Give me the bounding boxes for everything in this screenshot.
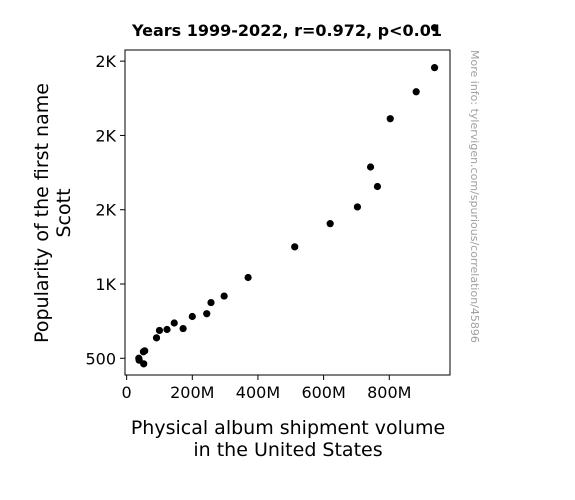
data-point <box>430 24 439 32</box>
data-point <box>188 312 196 321</box>
x-tick-label: 200M <box>170 383 214 402</box>
data-point <box>366 163 375 171</box>
data-point <box>353 203 362 211</box>
data-point <box>155 326 164 335</box>
watermark: More info: tylervigen.com/spurious/corre… <box>468 50 481 343</box>
y-tick-label: 1K <box>95 275 116 294</box>
data-point <box>373 182 382 191</box>
x-tick-label: 0 <box>122 383 132 402</box>
y-axis-label-line-2: Scott <box>53 188 75 237</box>
data-point <box>207 298 215 307</box>
y-tick-label: 2K <box>95 52 116 71</box>
data-point <box>179 324 187 333</box>
data-point <box>244 273 252 282</box>
data-point <box>326 220 334 228</box>
plot-frame <box>124 49 451 376</box>
data-point <box>412 88 420 96</box>
y-tick-label: 500 <box>85 349 116 368</box>
x-axis-label-line-1: Physical album shipment volume <box>131 417 445 439</box>
x-tick-label: 400M <box>236 383 280 402</box>
data-point <box>291 243 299 251</box>
x-tick-label: 800M <box>367 383 411 402</box>
chart-title: Years 1999-2022, r=0.972, p<0.01 <box>131 21 442 40</box>
x-axis: 0 200M 400M 600M 800M <box>122 375 411 402</box>
y-tick-label: 2K <box>95 201 116 220</box>
data-point <box>140 360 148 368</box>
x-tick-label: 600M <box>301 383 345 402</box>
y-axis-label-line-1: Popularity of the first name <box>31 83 53 343</box>
data-point <box>386 115 394 123</box>
data-point <box>220 292 228 300</box>
data-point <box>163 325 171 334</box>
data-points <box>135 24 439 368</box>
y-axis: 500 1K 2K 2K 2K <box>85 52 125 368</box>
data-point <box>152 334 161 342</box>
data-point <box>139 348 147 356</box>
x-axis-label-line-2: in the United States <box>193 439 382 461</box>
data-point <box>430 64 439 72</box>
y-tick-label: 2K <box>95 126 116 145</box>
data-point <box>203 310 211 318</box>
data-point <box>170 319 178 327</box>
